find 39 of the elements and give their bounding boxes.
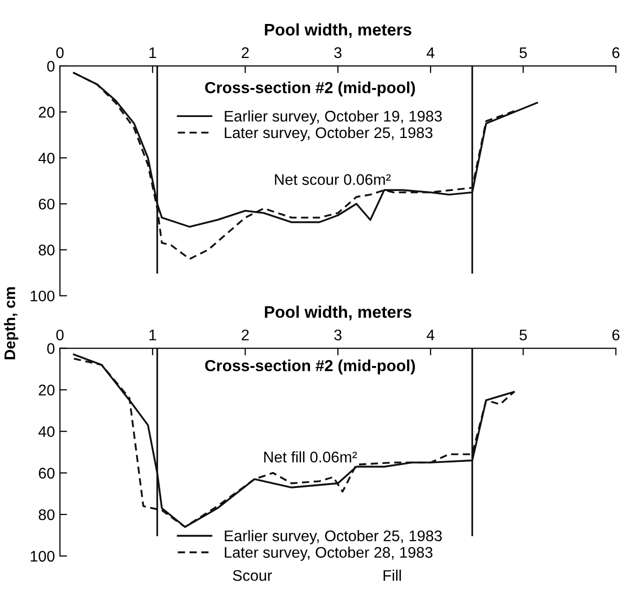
y-tick-label: 40 [38,152,54,164]
legend-label: Later survey, October 28, 1983 [224,546,432,561]
y-tick-label: 0 [47,60,54,72]
x-tick-label: 6 [612,330,620,340]
y-tick-label: 20 [38,384,54,396]
legend-label: Earlier survey, October 25, 1983 [224,530,442,544]
x-tick-label: 3 [334,47,342,58]
y-axis-title: Depth, cm [4,287,18,360]
chart-title: Pool width, meters [264,23,412,38]
x-tick-label: 2 [242,47,249,58]
text: Fill [384,570,401,581]
annotation: Net fill 0.06m² [264,451,357,462]
x-tick-label: 0 [56,330,64,340]
y-tick-label: 100 [30,290,54,302]
annotation: Net scour 0.06m² [275,174,391,185]
x-tick-label: 5 [520,47,527,58]
y-tick-label: 20 [38,106,54,118]
y-tick-label: 80 [38,509,54,520]
legend-label: Later survey, October 25, 1983 [224,126,432,142]
y-tick-label: 0 [47,343,54,354]
y-tick-label: 100 [30,550,54,562]
x-tick-label: 6 [612,47,620,58]
text: Cross-section #2 (mid-pool) [205,360,415,374]
x-tick-label: 4 [426,330,434,340]
legend-label: Earlier survey, October 19, 1983 [224,110,442,125]
y-tick-label: 40 [38,426,54,438]
x-tick-label: 0 [56,47,64,58]
y-tick-label: 60 [38,198,54,210]
x-tick-label: 2 [242,330,249,340]
text: Scour [232,570,272,581]
chart-title: Pool width, meters [264,306,412,320]
x-tick-label: 1 [150,330,156,340]
x-tick-label: 4 [426,47,434,58]
y-tick-label: 60 [38,468,54,479]
y-tick-label: 80 [38,244,54,256]
x-tick-label: 1 [150,47,156,58]
text: Cross-section #2 (mid-pool) [205,82,415,96]
x-tick-label: 5 [520,330,527,340]
x-tick-label: 3 [334,330,342,340]
